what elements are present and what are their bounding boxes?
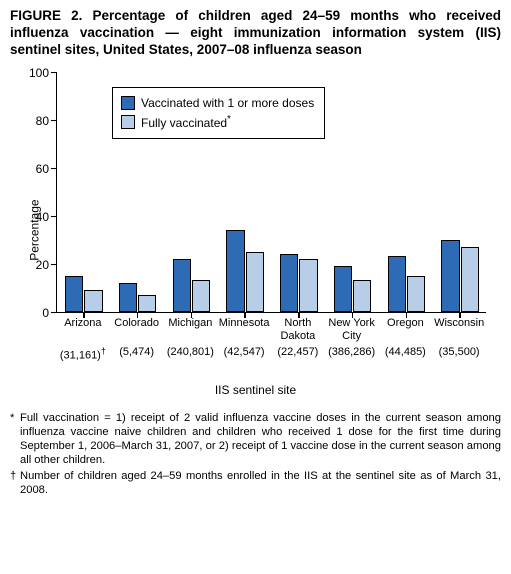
y-tick [51, 312, 57, 314]
x-category: Colorado (5,474) [110, 317, 164, 359]
x-category-n: (5,474) [110, 346, 164, 359]
legend-item: Vaccinated with 1 or more doses [121, 94, 314, 112]
x-category: Arizona (31,161)† [56, 317, 110, 363]
x-category: New York City (386,286) [325, 317, 379, 359]
x-category-name: Wisconsin [432, 317, 486, 344]
y-tick [51, 120, 57, 122]
y-axis-label: Percentage [28, 199, 42, 260]
bar [65, 276, 83, 312]
bar [138, 295, 156, 312]
x-category-name: New York City [325, 317, 379, 344]
legend-swatch [121, 96, 135, 110]
bar [388, 256, 406, 311]
x-category-name: Oregon [379, 317, 433, 344]
footnote-text: Full vaccination = 1) receipt of 2 valid… [20, 411, 501, 467]
bar [441, 240, 459, 312]
bar [84, 290, 102, 312]
legend-item: Fully vaccinated* [121, 112, 314, 132]
bar [119, 283, 137, 312]
y-tick-label: 60 [23, 162, 49, 176]
legend-label: Vaccinated with 1 or more doses [141, 96, 314, 110]
x-axis-title: IIS sentinel site [10, 383, 501, 397]
y-tick [51, 72, 57, 74]
footnote-mark: * [10, 411, 20, 467]
footnote-text: Number of children aged 24–59 months enr… [20, 469, 501, 497]
x-category: Wisconsin (35,500) [432, 317, 486, 359]
y-tick-label: 20 [23, 258, 49, 272]
x-category-name: Arizona [56, 317, 110, 344]
bar [192, 280, 210, 311]
x-category-n: (22,457) [271, 346, 325, 359]
x-category-name: Colorado [110, 317, 164, 344]
bar [173, 259, 191, 312]
bar [246, 252, 264, 312]
x-category: Oregon (44,485) [379, 317, 433, 359]
x-category-name: North Dakota [271, 317, 325, 344]
x-axis-labels: Arizona (31,161)†Colorado (5,474)Michigan (… [56, 317, 486, 387]
x-category-name: Minnesota [217, 317, 271, 344]
x-category-n: (35,500) [432, 346, 486, 359]
legend-label: Fully vaccinated* [141, 114, 231, 130]
bar [299, 259, 317, 312]
legend-swatch [121, 115, 135, 129]
footnote-mark: † [10, 469, 20, 497]
bar [461, 247, 479, 312]
x-category: Michigan (240,801) [164, 317, 218, 359]
y-tick [51, 216, 57, 218]
y-tick [51, 168, 57, 170]
y-tick [51, 264, 57, 266]
y-tick-label: 80 [23, 114, 49, 128]
bar [353, 280, 371, 311]
bar [407, 276, 425, 312]
x-category-n: (42,547) [217, 346, 271, 359]
x-category: North Dakota (22,457) [271, 317, 325, 359]
x-category-name: Michigan [164, 317, 218, 344]
footnote: †Number of children aged 24–59 months en… [10, 469, 501, 497]
x-category-n: (44,485) [379, 346, 433, 359]
figure-title: FIGURE 2. Percentage of children aged 24… [10, 8, 501, 59]
x-category-n: (386,286) [325, 346, 379, 359]
footnotes: *Full vaccination = 1) receipt of 2 vali… [10, 411, 501, 497]
bar [334, 266, 352, 312]
bar [280, 254, 298, 312]
bar [226, 230, 244, 312]
x-category-n: (31,161)† [56, 346, 110, 363]
footnote: *Full vaccination = 1) receipt of 2 vali… [10, 411, 501, 467]
chart-container: Percentage Vaccinated with 1 or more dos… [10, 65, 501, 405]
plot-area: Vaccinated with 1 or more doses Fully vac… [56, 73, 486, 313]
x-category-n: (240,801) [164, 346, 218, 359]
y-tick-label: 100 [23, 66, 49, 80]
y-tick-label: 0 [23, 306, 49, 320]
x-category: Minnesota (42,547) [217, 317, 271, 359]
legend: Vaccinated with 1 or more doses Fully vac… [112, 87, 325, 139]
y-tick-label: 40 [23, 210, 49, 224]
